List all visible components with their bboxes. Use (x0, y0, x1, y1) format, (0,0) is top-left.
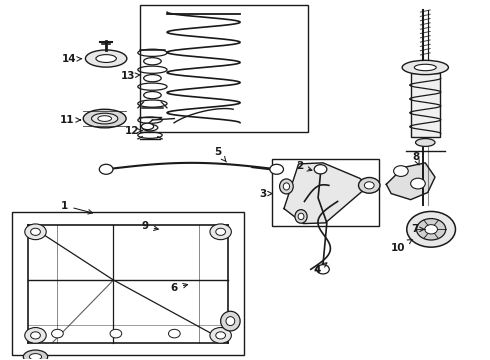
Ellipse shape (226, 317, 235, 325)
Text: 13: 13 (121, 71, 141, 81)
Ellipse shape (298, 213, 304, 220)
Ellipse shape (416, 139, 435, 147)
Circle shape (411, 178, 425, 189)
Ellipse shape (98, 116, 112, 121)
Circle shape (25, 328, 46, 343)
Circle shape (51, 329, 63, 338)
Ellipse shape (83, 109, 126, 128)
Circle shape (393, 166, 408, 176)
Circle shape (314, 165, 327, 174)
Polygon shape (386, 163, 435, 200)
Ellipse shape (220, 311, 240, 331)
Bar (12, 212, 244, 355)
Text: 10: 10 (391, 239, 412, 253)
Ellipse shape (29, 354, 42, 360)
Text: 2: 2 (296, 161, 312, 171)
Polygon shape (284, 163, 369, 224)
Ellipse shape (415, 64, 436, 71)
Bar (140, 5, 308, 132)
Circle shape (317, 265, 329, 274)
Circle shape (210, 328, 231, 343)
Ellipse shape (96, 55, 116, 63)
Bar (411, 73, 440, 137)
Circle shape (216, 228, 225, 235)
Circle shape (30, 228, 40, 235)
Circle shape (99, 164, 113, 174)
Circle shape (365, 182, 374, 189)
Ellipse shape (283, 183, 290, 190)
Circle shape (25, 224, 46, 240)
Circle shape (169, 329, 180, 338)
Ellipse shape (280, 179, 293, 194)
Text: 12: 12 (125, 126, 142, 136)
Circle shape (270, 164, 284, 174)
Text: 3: 3 (259, 189, 272, 199)
Bar (272, 159, 379, 226)
Circle shape (210, 224, 231, 240)
Ellipse shape (142, 123, 154, 130)
Circle shape (216, 332, 225, 339)
Text: 14: 14 (61, 54, 82, 64)
Circle shape (30, 332, 40, 339)
Text: 1: 1 (61, 201, 93, 214)
Circle shape (407, 211, 456, 247)
Text: 5: 5 (215, 147, 226, 162)
Text: 7: 7 (411, 224, 424, 234)
Circle shape (110, 329, 122, 338)
Text: 4: 4 (314, 263, 327, 275)
Text: 6: 6 (171, 283, 188, 293)
Ellipse shape (24, 350, 48, 360)
Ellipse shape (402, 60, 448, 75)
Text: 9: 9 (142, 221, 158, 231)
Ellipse shape (295, 210, 307, 223)
Circle shape (425, 225, 438, 234)
Text: 11: 11 (60, 115, 80, 125)
Circle shape (359, 177, 380, 193)
Ellipse shape (85, 50, 127, 67)
Ellipse shape (92, 113, 118, 124)
Text: 8: 8 (412, 152, 419, 165)
Circle shape (416, 219, 446, 240)
